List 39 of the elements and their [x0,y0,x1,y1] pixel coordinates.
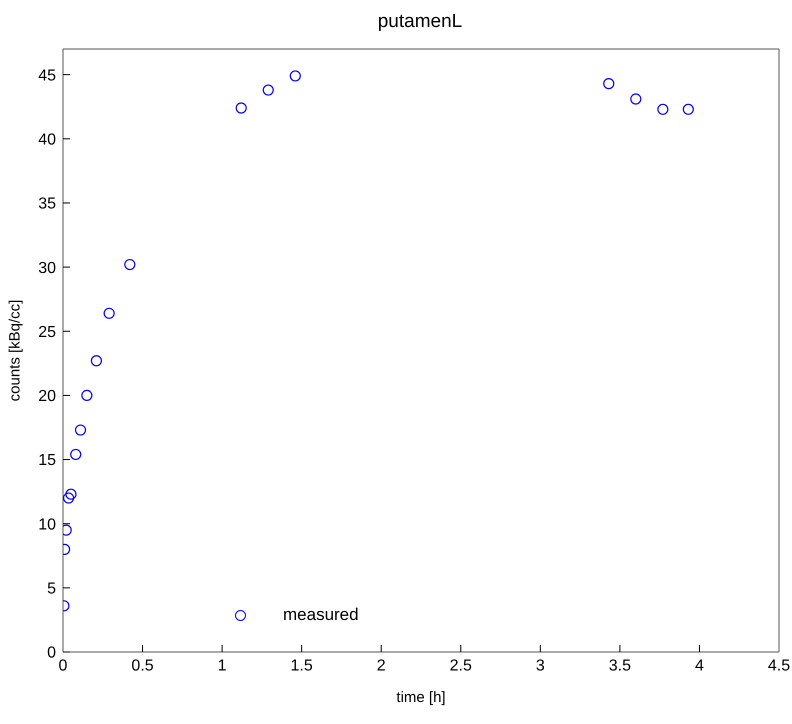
point [70,448,82,460]
x-tick-label: 2 [376,657,386,674]
point [124,258,136,270]
y-tick-label: 10 [38,516,56,534]
x-tick-label: 1.5 [290,657,313,674]
point [290,70,301,82]
point [603,78,614,90]
point [74,424,86,436]
point [81,390,92,402]
point [262,84,274,96]
x-tick-label: 1 [218,657,227,674]
y-tick-label: 40 [38,131,56,148]
x-tick-label: 4 [694,657,704,674]
y-tick-label: 5 [47,580,56,598]
x-tick-label: 3.5 [608,657,632,674]
point [104,308,115,319]
y-tick-label: 45 [38,67,56,84]
x-tick-label: 2.5 [450,657,472,674]
point [236,102,247,114]
y-tick-label: 0 [47,644,56,662]
y-tick-label: 25 [38,324,56,341]
chart-title: putamenL [376,10,464,34]
x-tick-label: 3 [536,657,545,674]
y-tick-label: 30 [38,260,56,277]
x-tick-label: 0.5 [131,657,154,674]
y-axis-title: counts [kBq/cc] [6,300,24,402]
point [630,93,642,105]
y-tick-label: 35 [38,196,56,213]
y-tick-label: 15 [38,452,56,470]
point [63,492,74,504]
y-tick-label: 20 [38,388,56,406]
x-tick-label: 0 [58,657,68,674]
point [657,104,668,115]
point [90,355,102,366]
point [682,104,694,115]
x-axis-title: time [h] [396,689,446,706]
point [65,488,77,500]
legend-label: measured [283,605,359,625]
x-tick-label: 4.5 [768,657,790,674]
